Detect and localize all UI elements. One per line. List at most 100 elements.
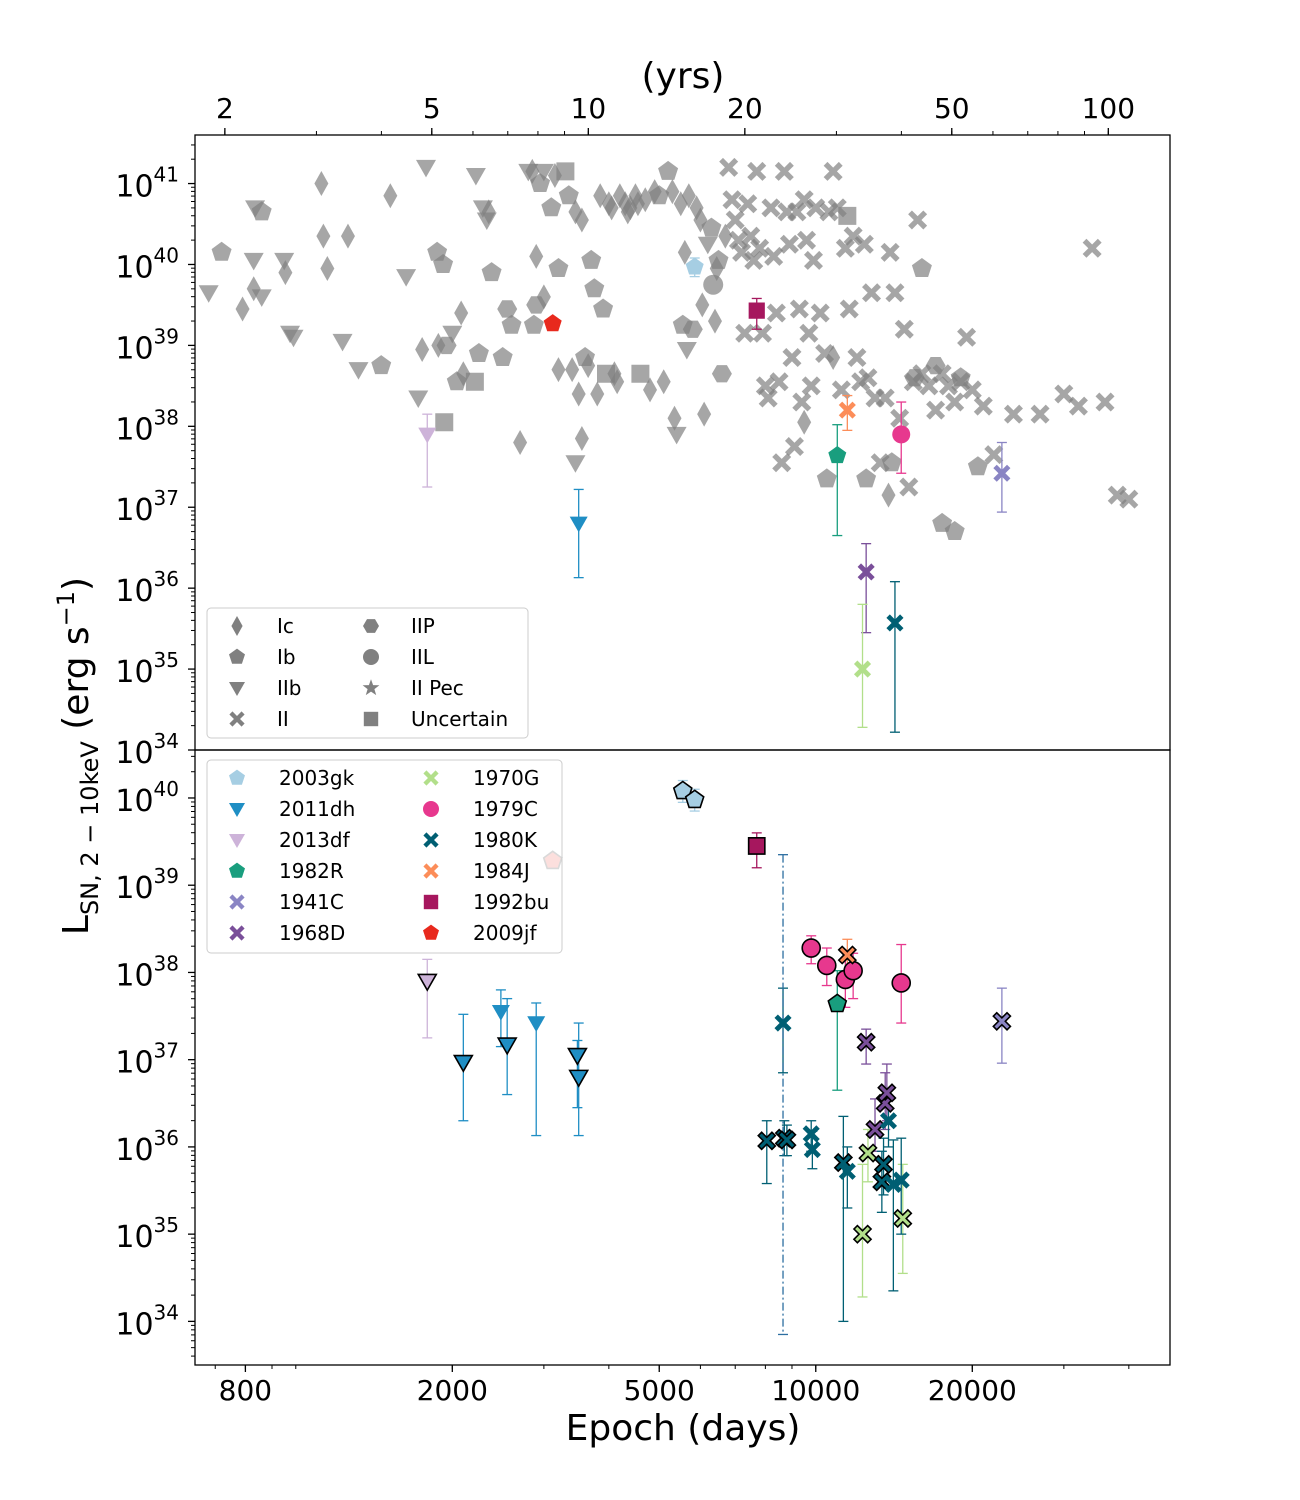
population-point-pentagon <box>581 249 602 269</box>
errorbar-2013df <box>422 958 433 1039</box>
legend-marker-IIP <box>363 619 379 633</box>
errorbar-2011dh <box>573 488 584 579</box>
population-point-x <box>926 400 946 420</box>
y-tick-exponent: 37 <box>154 486 179 510</box>
legend-label: 2003gk <box>279 766 355 790</box>
y-tick-exponent: 37 <box>154 1039 179 1063</box>
population-point-x <box>722 190 742 210</box>
population-point-triangle-down <box>565 455 586 473</box>
point-1979C <box>816 955 837 976</box>
population-point-diamond <box>340 223 355 249</box>
point-2013df <box>418 427 437 444</box>
legend-marker-1941C <box>229 894 245 910</box>
panels-layer <box>198 157 1139 1336</box>
point-1979C <box>801 938 822 958</box>
population-point-circle <box>703 274 724 295</box>
y-tick-exponent: 34 <box>154 1300 179 1324</box>
legend-label: II Pec <box>411 676 464 700</box>
population-point-x <box>735 323 755 343</box>
population-point-diamond <box>581 353 596 379</box>
y-tick-base: 10 <box>115 574 153 609</box>
point-1979C <box>892 425 911 444</box>
population-point-pentagon <box>371 355 392 375</box>
point-2003gk <box>672 780 693 800</box>
series-1982R <box>832 424 843 537</box>
population-point-x <box>769 372 789 392</box>
y-tick-label: 1041 <box>115 163 179 205</box>
population-point-x <box>728 230 748 250</box>
legend-marker-1984J <box>423 863 439 879</box>
legend-label: Uncertain <box>411 707 508 731</box>
y-tick-base: 10 <box>115 784 153 819</box>
population-point-x <box>885 283 905 303</box>
population-point-x <box>973 396 993 416</box>
population-point-hexagon <box>904 369 925 387</box>
legend-label: II <box>277 707 289 731</box>
point-1980K <box>802 1125 820 1143</box>
population-point-pentagon <box>548 258 569 277</box>
population-point-x <box>782 348 802 368</box>
errorbar-1980K <box>889 581 900 733</box>
point-1992bu <box>747 837 766 855</box>
population-point-x <box>787 202 807 222</box>
top-tick-label: 2 <box>216 92 234 125</box>
population-point-x <box>774 161 794 181</box>
y-tick-label: 1035 <box>115 1213 179 1255</box>
population-point-x <box>839 299 859 319</box>
population-point-x <box>945 392 965 412</box>
point-2011dh <box>569 516 588 533</box>
population-point-x <box>880 242 900 262</box>
y-tick-exponent: 38 <box>154 405 179 429</box>
x-tick-label: 2000 <box>417 1374 488 1407</box>
population-point-pentagon <box>501 314 522 334</box>
y-tick-base: 10 <box>115 871 153 906</box>
y-tick-base: 10 <box>115 493 153 528</box>
y-label-close: ) <box>56 577 97 591</box>
population-point-pentagon <box>944 521 965 540</box>
population-point-diamond <box>314 171 329 197</box>
legend-marker-1979C <box>423 801 439 817</box>
y-tick-exponent: 40 <box>154 777 179 801</box>
point-1941C <box>993 464 1011 482</box>
top-axis-label: (yrs) <box>642 56 725 97</box>
population-point-pentagon <box>468 343 489 362</box>
population-point-diamond <box>665 179 680 205</box>
y-tick-exponent: 38 <box>154 951 179 975</box>
errorbar-dashed-1980K <box>778 854 789 1336</box>
point-1980K <box>774 1014 792 1032</box>
point-2011dh <box>496 1037 518 1056</box>
point-1984J <box>837 945 858 965</box>
y-tick-base: 10 <box>115 736 153 771</box>
population-point-x <box>919 376 939 396</box>
population-point-diamond <box>481 199 496 225</box>
population-point-diamond <box>278 260 293 286</box>
population-point-triangle-down <box>198 285 219 303</box>
population-point-x <box>801 376 821 396</box>
population-point-x <box>823 161 843 181</box>
population-point-x <box>1082 238 1102 258</box>
population-point-pentagon <box>708 249 729 269</box>
population-point-diamond <box>590 381 605 407</box>
y-tick-exponent: 40 <box>154 243 179 267</box>
population-point-triangle-down <box>415 159 436 178</box>
population-point-triangle-down <box>274 252 295 271</box>
population-point-x <box>758 388 778 408</box>
population-point-diamond <box>574 207 589 233</box>
population-point-triangle-down <box>283 329 304 348</box>
legend-box <box>206 607 529 739</box>
population-point-x <box>803 250 823 270</box>
population-point-x <box>1003 404 1023 424</box>
population-point-diamond <box>604 195 619 221</box>
axes-layer: 10341035103610371038103910401041IcIbIIbI… <box>115 92 1171 1407</box>
y-tick-exponent: 35 <box>154 1213 179 1237</box>
population-point-square <box>435 413 454 432</box>
series-2013df <box>422 413 433 488</box>
y-tick-base: 10 <box>115 331 153 366</box>
population-point-diamond <box>610 369 625 395</box>
y-tick-exponent: 39 <box>154 864 179 888</box>
legend-marker-2009jf <box>423 924 439 940</box>
legend-label: 1992bu <box>473 890 549 914</box>
population-point-pentagon <box>251 201 272 221</box>
